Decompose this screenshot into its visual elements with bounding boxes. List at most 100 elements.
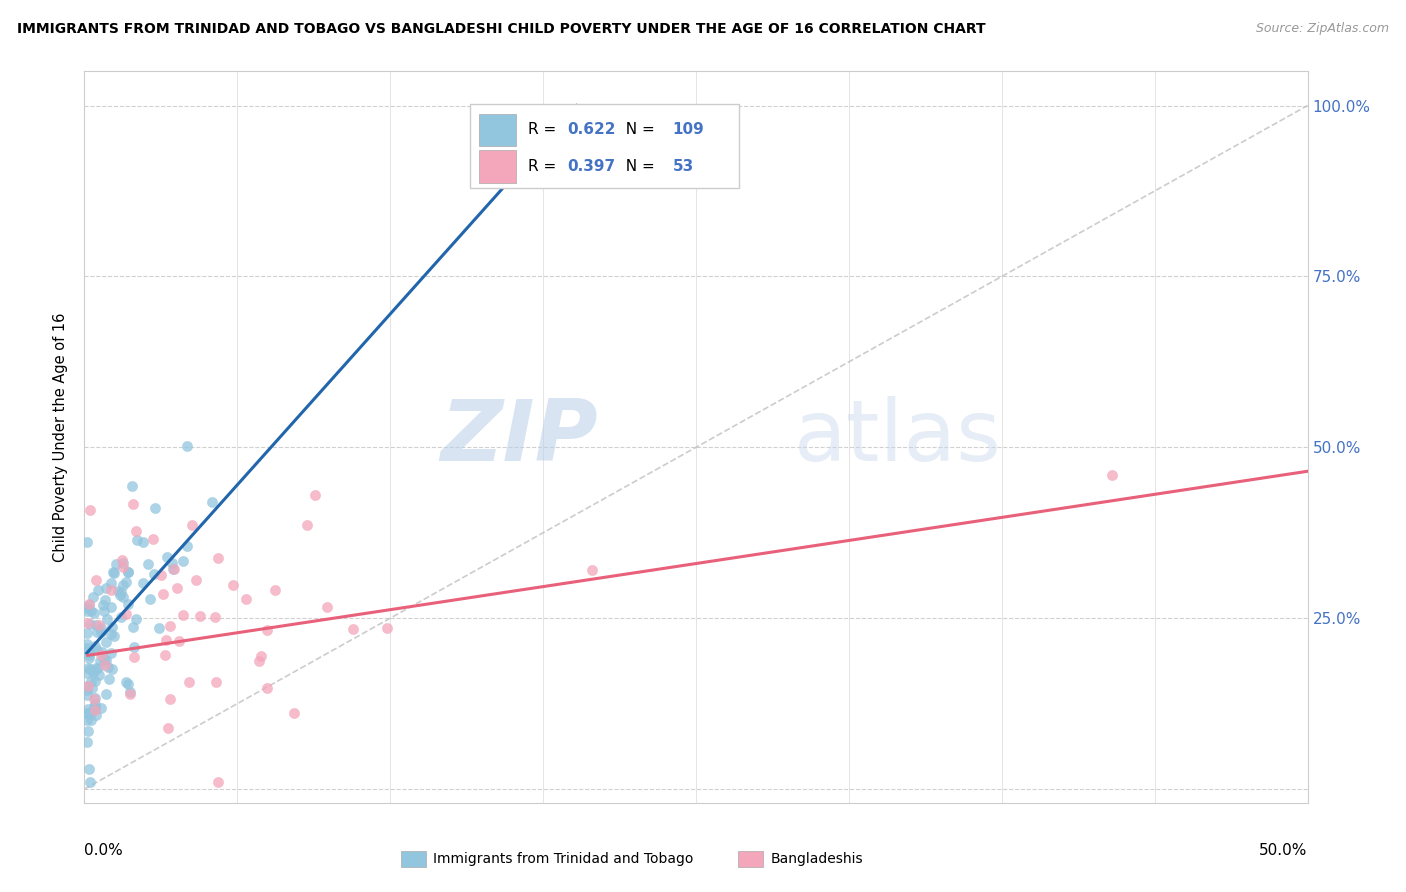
Point [77, 598, 100, 612]
Point [114, 574, 136, 589]
Text: Bangladeshis: Bangladeshis [770, 852, 863, 866]
Text: R =: R = [529, 159, 561, 174]
Point [200, 495, 222, 509]
Point [111, 556, 134, 570]
Point [101, 620, 124, 634]
Text: N =: N = [616, 159, 659, 174]
Point [125, 533, 148, 547]
Text: IMMIGRANTS FROM TRINIDAD AND TOBAGO VS BANGLADESHI CHILD POVERTY UNDER THE AGE O: IMMIGRANTS FROM TRINIDAD AND TOBAGO VS B… [17, 22, 986, 37]
Point [94, 688, 117, 702]
Point [375, 621, 398, 635]
Point [132, 576, 155, 591]
Point [100, 582, 122, 597]
Point [83, 664, 105, 678]
Point [79, 645, 101, 659]
Point [342, 622, 364, 636]
Point [1101, 467, 1123, 482]
Point [89, 617, 111, 632]
Point [80, 713, 103, 727]
Point [90, 701, 112, 715]
Point [118, 685, 141, 699]
Point [84, 703, 107, 717]
Point [110, 610, 132, 624]
Point [122, 620, 145, 634]
Point [77, 723, 100, 738]
Point [83, 606, 105, 620]
Point [82, 665, 104, 679]
Point [110, 588, 132, 602]
Point [80, 604, 103, 618]
Point [304, 488, 326, 502]
Point [117, 565, 139, 579]
Point [84, 639, 107, 653]
Point [93, 653, 115, 667]
Point [122, 640, 145, 654]
Point [83, 699, 105, 714]
Text: Source: ZipAtlas.com: Source: ZipAtlas.com [1256, 22, 1389, 36]
Point [76, 661, 98, 675]
Point [142, 532, 165, 546]
Point [77, 762, 100, 776]
Point [152, 587, 174, 601]
Point [97, 660, 120, 674]
Point [176, 439, 198, 453]
Point [103, 566, 125, 580]
Point [100, 627, 122, 641]
Point [180, 517, 202, 532]
Point [115, 607, 138, 621]
Point [283, 706, 305, 720]
Point [316, 600, 339, 615]
Point [110, 552, 132, 566]
Point [93, 604, 115, 618]
Point [76, 666, 98, 681]
Point [86, 624, 108, 639]
Point [184, 574, 207, 588]
Point [249, 648, 271, 663]
Y-axis label: Child Poverty Under the Age of 16: Child Poverty Under the Age of 16 [53, 312, 69, 562]
Point [76, 644, 98, 658]
Text: 0.622: 0.622 [568, 122, 616, 137]
Text: N =: N = [616, 122, 659, 137]
Point [96, 612, 118, 626]
Point [84, 708, 107, 723]
Point [79, 648, 101, 662]
Point [86, 643, 108, 657]
Point [100, 646, 122, 660]
Point [256, 623, 278, 637]
Point [91, 645, 114, 659]
Point [122, 650, 145, 665]
Text: ZIP: ZIP [440, 395, 598, 479]
Point [82, 590, 104, 604]
Point [156, 721, 179, 735]
Point [295, 517, 318, 532]
Point [163, 562, 186, 576]
Point [247, 655, 270, 669]
Point [156, 550, 179, 565]
Point [76, 626, 98, 640]
Point [77, 616, 100, 631]
Point [132, 535, 155, 549]
Point [76, 706, 98, 720]
Point [118, 688, 141, 702]
Point [159, 619, 181, 633]
Point [207, 551, 229, 566]
Point [84, 674, 107, 689]
Point [172, 554, 194, 568]
Point [169, 634, 191, 648]
Point [166, 581, 188, 595]
Point [76, 679, 98, 693]
Point [176, 539, 198, 553]
Point [79, 662, 101, 676]
Point [87, 661, 110, 675]
Point [100, 575, 122, 590]
Point [87, 583, 110, 598]
Point [76, 682, 98, 697]
Point [121, 479, 143, 493]
Point [91, 598, 114, 612]
Point [96, 653, 118, 667]
Point [204, 674, 226, 689]
Point [83, 692, 105, 706]
Point [84, 700, 107, 714]
Point [125, 612, 148, 626]
Point [143, 501, 166, 516]
